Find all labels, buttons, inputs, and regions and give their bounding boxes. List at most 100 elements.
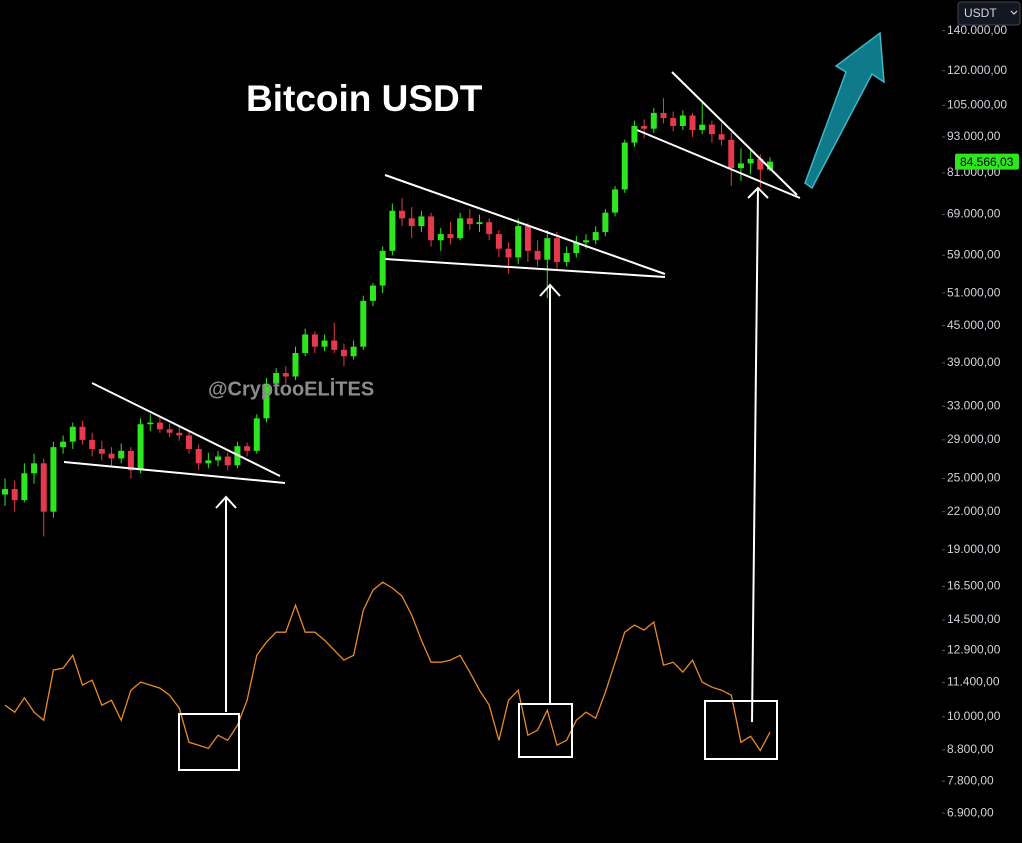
trend-line xyxy=(636,129,801,199)
y-tick-label: 69.000,00 xyxy=(947,207,1001,221)
y-tick-label: 51.000,00 xyxy=(947,285,1001,299)
candle-body xyxy=(612,189,619,213)
candle-body xyxy=(573,242,580,254)
candle-body xyxy=(108,453,115,459)
y-tick-label: 16.500,00 xyxy=(947,579,1001,593)
candle-body xyxy=(728,139,735,169)
candle-body xyxy=(50,447,57,512)
currency-label[interactable]: USDT xyxy=(964,6,997,20)
candle-body xyxy=(98,448,105,454)
candle-body xyxy=(389,210,396,251)
candle-body xyxy=(437,234,444,241)
arrow xyxy=(747,186,769,723)
candle-body xyxy=(447,234,454,239)
candle-body xyxy=(602,212,609,233)
candle-body xyxy=(708,124,715,135)
box xyxy=(178,713,240,771)
candle-body xyxy=(11,489,18,501)
y-tick-label: 39.000,00 xyxy=(947,355,1001,369)
y-tick-label: 93.000,00 xyxy=(947,129,1001,143)
candle-body xyxy=(166,429,173,433)
y-tick-label: 14.500,00 xyxy=(947,612,1001,626)
currency-dropdown[interactable] xyxy=(957,1,1021,26)
chart-title: Bitcoin USDT xyxy=(246,78,483,119)
big-arrow xyxy=(804,31,885,190)
y-tick-label: 6.900,00 xyxy=(947,805,994,819)
candle-body xyxy=(31,463,38,474)
trend-line xyxy=(63,461,286,484)
candle-body xyxy=(534,250,541,260)
candle-body xyxy=(699,124,706,131)
candle-body xyxy=(311,334,318,347)
candle-body xyxy=(650,112,657,129)
y-tick-label: 33.000,00 xyxy=(947,398,1001,412)
price-tag xyxy=(955,153,1019,170)
candle-body xyxy=(244,446,251,451)
candle-body xyxy=(156,422,163,430)
candle-body xyxy=(631,125,638,143)
candle-body xyxy=(69,426,76,442)
candle-body xyxy=(757,158,764,170)
y-tick-label: 105.000,00 xyxy=(947,98,1007,112)
y-tick-label: 140.000,00 xyxy=(947,23,1007,37)
candle-body xyxy=(321,340,328,347)
candle-body xyxy=(399,210,406,219)
candle-body xyxy=(79,426,86,440)
candle-body xyxy=(495,234,502,249)
candle-body xyxy=(118,450,125,459)
box xyxy=(518,703,573,758)
candle-body xyxy=(544,238,551,260)
candle-body xyxy=(40,463,47,512)
trend-line xyxy=(91,382,281,477)
candle-body xyxy=(718,134,725,140)
candle-body xyxy=(60,441,67,448)
y-tick-label: 22.000,00 xyxy=(947,504,1001,518)
candle-body xyxy=(205,460,212,464)
candle-body xyxy=(340,349,347,357)
annotations xyxy=(63,31,885,771)
candle-body xyxy=(273,373,280,384)
candle-body xyxy=(621,142,628,190)
trend-line xyxy=(384,258,666,278)
candle-body xyxy=(689,115,696,131)
candle-body xyxy=(176,432,183,436)
candle-body xyxy=(466,218,473,225)
y-tick-label: 7.800,00 xyxy=(947,773,994,787)
y-tick-label: 12.900,00 xyxy=(947,643,1001,657)
candle-body xyxy=(641,125,648,129)
candle-body xyxy=(224,456,231,466)
candle-body xyxy=(486,222,493,235)
watermark: @CryptooELİTES xyxy=(208,377,374,400)
candle-body xyxy=(369,285,376,301)
candle-body xyxy=(185,435,192,449)
candle-body xyxy=(89,439,96,449)
candle-body xyxy=(302,334,309,354)
trend-line xyxy=(671,71,798,196)
candle-body xyxy=(147,422,154,425)
indicator-line xyxy=(4,581,771,752)
y-tick-label: 25.000,00 xyxy=(947,471,1001,485)
candle-body xyxy=(292,353,299,377)
y-tick-label: 29.000,00 xyxy=(947,432,1001,446)
candle-body xyxy=(418,216,425,227)
candle-body xyxy=(670,118,677,126)
candle-body xyxy=(563,253,570,262)
y-tick-label: 11.400,00 xyxy=(947,675,1000,689)
price-axis: 140.000,00 120.000,00 105.000,00 93.000,00 8… xyxy=(942,23,1019,819)
candle-body xyxy=(137,424,144,471)
y-tick-label: 45.000,00 xyxy=(947,318,1001,332)
candle-body xyxy=(253,418,260,451)
candle-body xyxy=(2,489,8,495)
plot-area xyxy=(2,98,773,752)
y-tick-label: 120.000,00 xyxy=(947,63,1007,77)
candle-body xyxy=(747,158,754,164)
trend-line xyxy=(384,174,666,275)
candle-body xyxy=(553,238,560,262)
dropdown-chevron xyxy=(1010,10,1018,15)
y-tick-label: 10.000,00 xyxy=(947,709,1001,723)
price-tag-label: 84.566,03 xyxy=(960,155,1014,169)
candle-body xyxy=(350,346,357,357)
candle-body xyxy=(476,222,483,225)
